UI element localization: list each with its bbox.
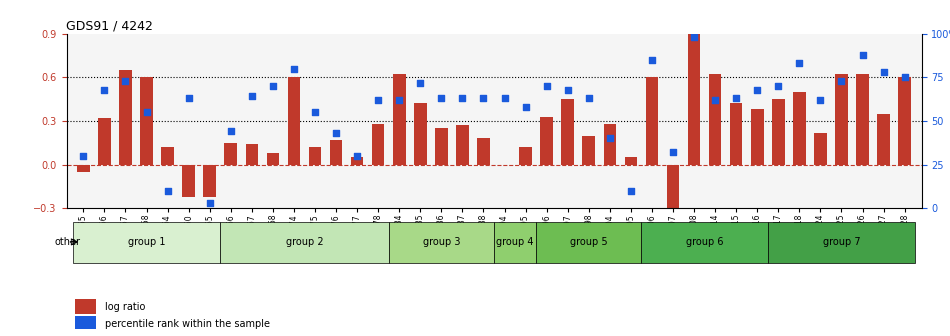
Bar <box>267 153 279 165</box>
Bar <box>709 74 721 165</box>
Text: other: other <box>54 237 81 247</box>
Point <box>244 94 259 99</box>
Bar <box>582 135 595 165</box>
Point <box>76 153 91 159</box>
FancyBboxPatch shape <box>389 222 494 263</box>
Text: group 3: group 3 <box>423 237 460 247</box>
Bar <box>245 144 258 165</box>
Bar <box>414 103 427 165</box>
Bar <box>750 109 764 165</box>
Bar <box>856 74 869 165</box>
Bar <box>877 114 890 165</box>
Point <box>350 153 365 159</box>
Point <box>455 95 470 101</box>
Point <box>434 95 449 101</box>
Point <box>539 83 554 89</box>
Text: group 5: group 5 <box>570 237 608 247</box>
FancyBboxPatch shape <box>641 222 768 263</box>
Text: log ratio: log ratio <box>104 302 145 312</box>
FancyBboxPatch shape <box>220 222 389 263</box>
Bar <box>646 77 658 165</box>
Bar <box>75 316 97 331</box>
Bar <box>477 138 490 165</box>
Bar <box>435 128 447 165</box>
Bar <box>371 124 385 165</box>
Bar <box>75 299 97 314</box>
Bar <box>793 92 806 165</box>
Bar <box>77 165 89 172</box>
Point <box>623 188 638 194</box>
Bar <box>541 117 553 165</box>
Bar <box>772 99 785 165</box>
Point <box>412 80 428 85</box>
Bar <box>288 77 300 165</box>
Point <box>223 129 238 134</box>
Point <box>139 110 154 115</box>
Bar <box>456 125 468 165</box>
Point <box>855 52 870 57</box>
Bar <box>224 143 238 165</box>
Bar <box>141 77 153 165</box>
Point <box>265 83 280 89</box>
Point <box>834 78 849 83</box>
Bar <box>309 147 321 165</box>
Point <box>750 87 765 92</box>
Point <box>770 83 786 89</box>
Point <box>791 60 807 66</box>
Bar <box>162 147 174 165</box>
Bar <box>603 124 617 165</box>
FancyBboxPatch shape <box>73 222 220 263</box>
Point <box>160 188 175 194</box>
FancyBboxPatch shape <box>536 222 641 263</box>
Point <box>202 200 218 206</box>
Bar <box>203 165 216 197</box>
Bar <box>119 70 132 165</box>
Bar <box>688 34 700 165</box>
Point <box>813 97 828 103</box>
Bar <box>899 77 911 165</box>
Point <box>181 95 197 101</box>
Point <box>602 136 618 141</box>
Point <box>370 97 386 103</box>
Text: percentile rank within the sample: percentile rank within the sample <box>104 319 270 329</box>
Text: group 2: group 2 <box>286 237 323 247</box>
Point <box>308 110 323 115</box>
Point <box>729 95 744 101</box>
Point <box>644 57 659 62</box>
Bar <box>624 157 637 165</box>
Point <box>391 97 407 103</box>
Bar <box>393 74 406 165</box>
Point <box>581 95 597 101</box>
Point <box>687 34 702 40</box>
Bar <box>98 118 111 165</box>
Point <box>665 150 680 155</box>
Bar <box>182 165 195 197</box>
Bar <box>835 74 847 165</box>
Point <box>118 78 133 83</box>
Point <box>497 95 512 101</box>
Text: group 6: group 6 <box>686 237 723 247</box>
Text: group 7: group 7 <box>823 237 861 247</box>
Bar <box>561 99 574 165</box>
Point <box>286 66 301 71</box>
Bar <box>730 103 743 165</box>
Point <box>560 87 576 92</box>
Bar <box>667 165 679 216</box>
Text: group 1: group 1 <box>127 237 165 247</box>
Point <box>476 95 491 101</box>
Bar <box>520 147 532 165</box>
Point <box>329 130 344 136</box>
Point <box>518 104 533 110</box>
Point <box>897 75 912 80</box>
Bar <box>330 140 342 165</box>
Text: GDS91 / 4242: GDS91 / 4242 <box>66 19 153 33</box>
Point <box>876 69 891 75</box>
Text: group 4: group 4 <box>496 237 534 247</box>
Point <box>97 87 112 92</box>
FancyBboxPatch shape <box>768 222 915 263</box>
Bar <box>351 157 364 165</box>
Point <box>708 97 723 103</box>
Bar <box>814 133 826 165</box>
FancyBboxPatch shape <box>494 222 536 263</box>
